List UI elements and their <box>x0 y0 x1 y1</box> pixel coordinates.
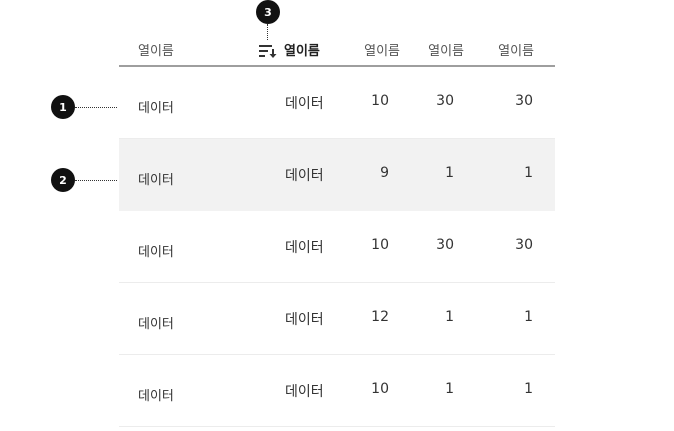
table-cell: 데이터 <box>285 240 324 256</box>
table-cell: 12 <box>371 309 389 325</box>
table-header: 열이름 열이름 열이름 열이름 열이름 <box>119 30 555 67</box>
table-row-selected[interactable]: 데이터 데이터 9 1 1 <box>119 139 555 211</box>
table-row[interactable]: 데이터 데이터 10 30 30 <box>119 211 555 283</box>
annotation-marker-1: 1 <box>51 95 75 119</box>
table-cell: 1 <box>524 309 533 325</box>
table-cell: 데이터 <box>138 389 174 404</box>
table-cell: 데이터 <box>138 173 174 188</box>
table-cell: 10 <box>371 237 389 253</box>
table-cell: 1 <box>524 165 533 181</box>
column-header-3[interactable]: 열이름 <box>364 44 400 59</box>
table-cell: 30 <box>436 237 454 253</box>
table-cell: 1 <box>445 381 454 397</box>
annotation-leader-1 <box>75 107 117 108</box>
data-table: 열이름 열이름 열이름 열이름 열이름 데이터 데이터 10 30 30 데이터… <box>119 30 555 427</box>
annotation-leader-3 <box>267 24 268 40</box>
table-cell: 10 <box>371 93 389 109</box>
annotation-leader-2 <box>75 180 117 181</box>
annotation-marker-2: 2 <box>51 168 75 192</box>
column-header-4[interactable]: 열이름 <box>428 44 464 59</box>
table-cell: 데이터 <box>138 101 174 116</box>
sort-descending-icon[interactable] <box>259 43 277 58</box>
table-cell: 데이터 <box>285 312 324 328</box>
table-cell: 1 <box>524 381 533 397</box>
table-cell: 1 <box>445 165 454 181</box>
table-cell: 데이터 <box>285 96 324 112</box>
table-cell: 데이터 <box>138 245 174 260</box>
table-cell: 데이터 <box>285 384 324 400</box>
table-cell: 30 <box>515 93 533 109</box>
table-cell: 데이터 <box>138 317 174 332</box>
table-cell: 30 <box>515 237 533 253</box>
column-header-5[interactable]: 열이름 <box>498 44 534 59</box>
annotation-marker-3: 3 <box>256 0 280 24</box>
table-row[interactable]: 데이터 데이터 12 1 1 <box>119 283 555 355</box>
column-header-2-sorted[interactable]: 열이름 <box>284 44 320 59</box>
table-cell: 1 <box>445 309 454 325</box>
table-cell: 데이터 <box>285 168 324 184</box>
column-header-1[interactable]: 열이름 <box>138 44 174 59</box>
table-cell: 9 <box>380 165 389 181</box>
table-row[interactable]: 데이터 데이터 10 1 1 <box>119 355 555 427</box>
table-row[interactable]: 데이터 데이터 10 30 30 <box>119 67 555 139</box>
table-cell: 10 <box>371 381 389 397</box>
table-cell: 30 <box>436 93 454 109</box>
